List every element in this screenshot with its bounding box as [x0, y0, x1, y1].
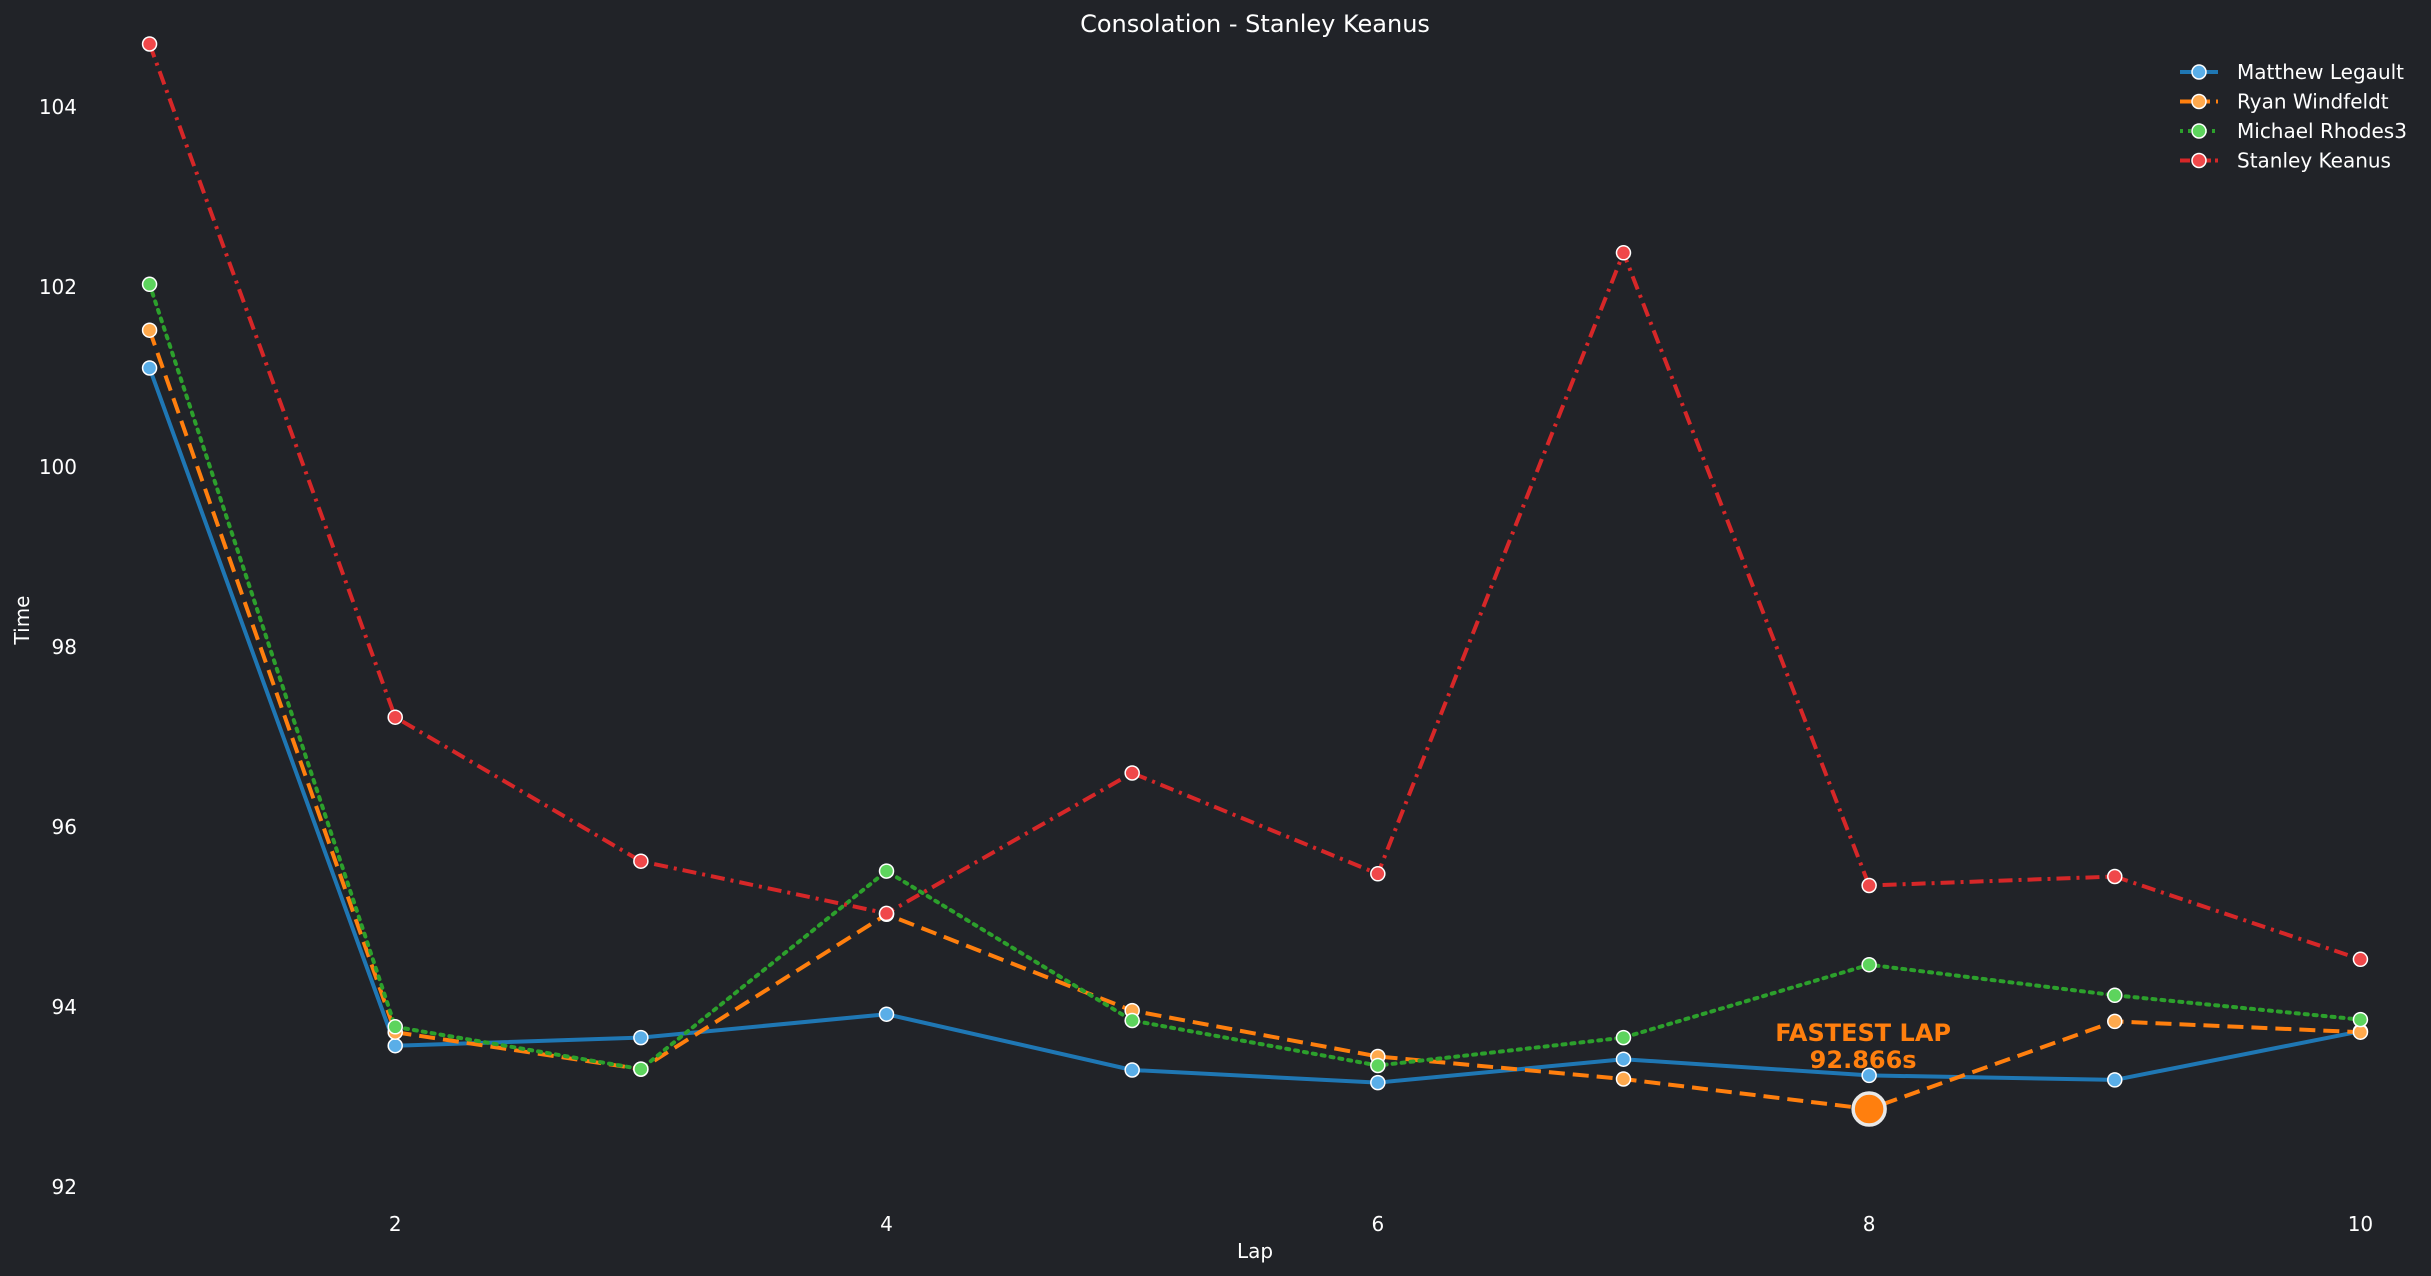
data-point — [1615, 1051, 1632, 1067]
legend-label: Michael Rhodes3 — [2237, 119, 2407, 143]
legend-entry: Ryan Windfeldt — [2180, 90, 2389, 114]
legend-entry: Stanley Keanus — [2180, 149, 2391, 173]
data-point — [1370, 1057, 1386, 1074]
legend-label: Ryan Windfeldt — [2237, 90, 2389, 114]
data-point — [1861, 877, 1877, 894]
series-line — [147, 367, 2361, 1085]
data-point — [1615, 245, 1632, 261]
data-point — [2107, 987, 2123, 1004]
y-tick-label: 92 — [52, 1175, 77, 1199]
y-tick-label: 98 — [52, 635, 77, 659]
x-tick-label: 8 — [1863, 1212, 1876, 1236]
data-point — [141, 36, 158, 52]
series-ryan-windfeldt — [141, 322, 2369, 1117]
x-tick-label: 6 — [1371, 1212, 1384, 1236]
fastest-lap-marker — [1851, 1091, 1887, 1127]
y-axis-label: Time — [10, 596, 34, 646]
data-point — [633, 853, 649, 869]
y-tick-label: 102 — [39, 275, 77, 299]
legend-entry: Michael Rhodes3 — [2180, 119, 2407, 143]
data-point — [878, 1006, 895, 1022]
data-point — [2352, 1011, 2369, 1028]
data-point — [141, 322, 158, 338]
data-point — [387, 1019, 403, 1035]
y-tick-label: 94 — [52, 995, 77, 1019]
series-layer — [141, 36, 2369, 1117]
x-tick-label: 4 — [880, 1212, 893, 1236]
data-point — [141, 360, 158, 376]
series-line — [147, 282, 2363, 1072]
data-point — [1861, 956, 1877, 973]
series-line — [147, 43, 2362, 962]
data-point — [878, 905, 895, 922]
data-point — [1124, 1062, 1140, 1078]
legend-entry: Matthew Legault — [2180, 60, 2404, 84]
data-point — [2107, 1013, 2123, 1030]
legend-marker — [2191, 93, 2207, 110]
y-tick-label: 104 — [39, 95, 77, 119]
series-stanley-keanus — [141, 36, 2369, 968]
data-point — [1370, 866, 1386, 882]
data-point — [1615, 1029, 1632, 1046]
data-point — [1861, 1067, 1877, 1084]
chart-title: Consolation - Stanley Keanus — [1080, 10, 1430, 38]
y-axis-ticks: 92 94 96 98 100 102 104 — [39, 95, 77, 1199]
data-point — [1615, 1071, 1632, 1087]
y-tick-label: 96 — [52, 815, 77, 839]
data-point — [387, 1037, 403, 1054]
data-point — [2352, 951, 2369, 968]
legend-marker — [2191, 123, 2207, 139]
legend: Matthew Legault Ryan Windfeldt Michael Rho… — [2180, 60, 2407, 173]
data-point — [878, 863, 895, 879]
data-point — [2107, 868, 2123, 885]
x-axis-label: Lap — [1237, 1239, 1273, 1263]
legend-marker — [2191, 152, 2207, 169]
fastest-lap-annotation: FASTEST LAP 92.866s — [1775, 1019, 1951, 1127]
data-point — [1124, 1012, 1140, 1029]
y-tick-label: 100 — [39, 455, 77, 479]
annotation-value: 92.866s — [1810, 1046, 1917, 1074]
data-point — [387, 709, 403, 725]
x-axis-ticks: 2 4 6 8 10 — [389, 1212, 2373, 1236]
x-tick-label: 2 — [389, 1212, 402, 1236]
data-point — [141, 276, 158, 293]
annotation-label: FASTEST LAP — [1775, 1019, 1951, 1047]
data-point — [1370, 1074, 1386, 1091]
data-point — [633, 1061, 649, 1077]
x-tick-label: 10 — [2348, 1212, 2373, 1236]
series-matthew-legault — [141, 360, 2369, 1091]
series-michael-rhodes3 — [141, 276, 2369, 1077]
legend-marker — [2191, 64, 2207, 80]
data-point — [1124, 765, 1140, 781]
legend-label: Stanley Keanus — [2237, 149, 2391, 173]
data-point — [2107, 1072, 2123, 1088]
series-line — [147, 329, 2361, 1112]
legend-label: Matthew Legault — [2237, 60, 2404, 84]
data-point — [633, 1029, 649, 1046]
